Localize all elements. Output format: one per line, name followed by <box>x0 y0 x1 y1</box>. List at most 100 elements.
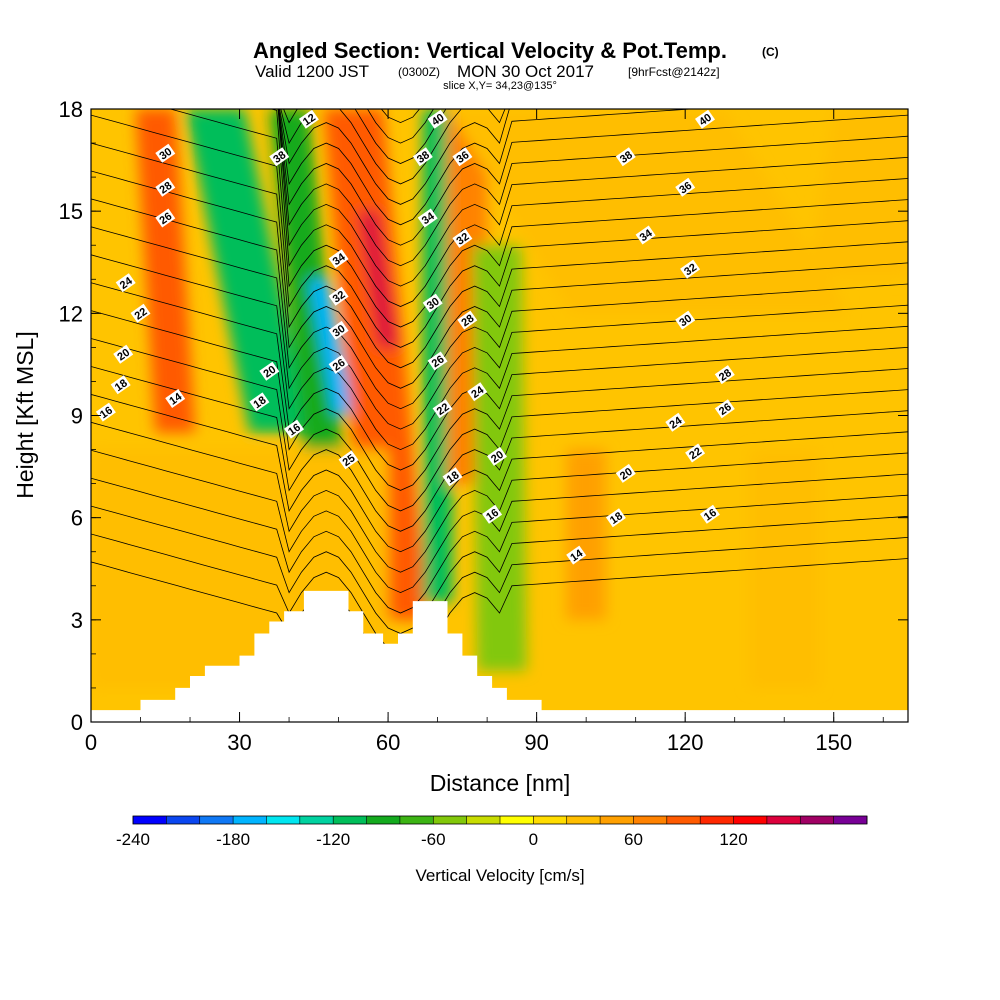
contour-label-bg <box>714 399 735 419</box>
contour-line <box>270 109 908 307</box>
contour-label: 18 <box>442 467 463 487</box>
contour-label-text: 36 <box>455 149 472 166</box>
contour-label: 28 <box>457 310 478 330</box>
valid-date: MON 30 Oct 2017 <box>457 62 594 81</box>
contour-label-bg <box>699 504 720 524</box>
contour-label-text: 26 <box>430 353 447 370</box>
contour-line <box>277 109 908 267</box>
contour-line <box>91 366 908 532</box>
colorbar-swatch <box>433 816 467 824</box>
colorbar-swatch <box>733 816 768 824</box>
contour-label-bg <box>685 443 706 463</box>
contour-label: 40 <box>695 109 715 129</box>
colorbar-tick-label: -240 <box>116 830 150 849</box>
valid-fcst: [9hrFcst@2142z] <box>628 65 720 79</box>
contour-label-bg <box>615 463 636 483</box>
contour-label-bg <box>482 504 503 524</box>
colorbar-swatch <box>266 816 301 824</box>
slice-info: slice X,Y= 34,23@135° <box>443 80 557 92</box>
contour-label: 32 <box>328 286 349 306</box>
contour-label-text: 20 <box>115 347 132 364</box>
contour-label-bg <box>487 446 507 466</box>
contour-label-bg <box>155 208 176 228</box>
contour-label-text: 30 <box>157 146 174 163</box>
contour-label-text: 28 <box>157 180 174 197</box>
colorbar-swatch <box>166 816 201 824</box>
contour-label-bg <box>714 365 735 385</box>
colorbar-tick-label: 60 <box>624 830 643 849</box>
contour-label-text: 30 <box>331 323 348 340</box>
velocity-plume-13 <box>808 109 908 280</box>
contour-label: 20 <box>487 446 507 466</box>
colorbar-tick-label: 0 <box>529 830 538 849</box>
contour-label-bg <box>432 399 453 419</box>
contour-label: 20 <box>259 361 280 381</box>
contour-label-bg <box>328 249 349 269</box>
colorbar-tick-label: -60 <box>421 830 446 849</box>
y-tick-label: 12 <box>59 301 83 326</box>
contour-label-bg <box>452 147 473 167</box>
contour-label-bg <box>412 147 433 167</box>
contour-label: 20 <box>615 463 636 483</box>
contour-line <box>91 394 908 553</box>
contour-label-bg <box>113 344 134 364</box>
contour-label-text: 26 <box>717 401 734 418</box>
contour-label-text: 30 <box>425 295 442 312</box>
colorbar-label: Vertical Velocity [cm/s] <box>415 866 584 885</box>
contour-line <box>91 282 908 471</box>
velocity-plume-4 <box>323 109 428 620</box>
contour-line <box>91 310 908 491</box>
colorbar-tick-label: -180 <box>216 830 250 849</box>
contour-label-bg <box>155 177 176 197</box>
contour-label-bg <box>680 259 701 279</box>
contour-label-text: 22 <box>133 306 150 323</box>
contour-line <box>91 142 908 369</box>
y-tick-label: 0 <box>71 710 83 735</box>
contour-label-bg <box>467 382 488 402</box>
contour-label: 36 <box>452 147 473 167</box>
contour-line <box>91 114 908 348</box>
contour-label-bg <box>130 303 151 323</box>
contour-label-text: 32 <box>331 289 348 306</box>
contour-label: 30 <box>675 310 696 330</box>
x-axis: 0 30 60 90 120 150 <box>85 109 884 755</box>
contour-line <box>278 109 908 246</box>
contour-label: 38 <box>412 147 433 167</box>
colorbar-swatch <box>833 816 868 824</box>
contour-label-text: 32 <box>455 231 472 248</box>
velocity-plume-10 <box>447 109 849 314</box>
contour-label-bg <box>155 143 176 163</box>
contour-label-bg <box>115 273 136 293</box>
colorbar-swatch <box>500 816 534 824</box>
chart-title: Angled Section: Vertical Velocity & Pot.… <box>253 38 727 63</box>
x-tick-label: 120 <box>667 730 704 755</box>
velocity-plume-1 <box>185 109 309 433</box>
x-tick-label: 150 <box>815 730 852 755</box>
contour-label: 12 <box>298 109 319 129</box>
velocity-plume-0 <box>135 109 195 433</box>
contour-label-text: 20 <box>489 449 506 466</box>
contour-label-bg <box>635 225 656 245</box>
contour-label-text: 12 <box>301 112 318 129</box>
contour-label: 20 <box>113 344 134 364</box>
contour-label: 28 <box>714 365 735 385</box>
contour-label-text: 18 <box>252 394 269 411</box>
contour-label: 26 <box>328 354 349 374</box>
contour-label-bg <box>298 109 319 129</box>
colorbar: -240 -180 -120 -60 0 60 120 <box>116 815 868 849</box>
contour-label-bg <box>328 320 349 340</box>
colorbar-tick-label: -120 <box>316 830 350 849</box>
contour-label-text: 20 <box>261 364 278 381</box>
contour-label-text: 38 <box>618 149 635 166</box>
contour-label-bg <box>249 392 270 412</box>
contour-line <box>277 109 908 287</box>
colorbar-swatch <box>533 816 568 824</box>
contour-label: 18 <box>249 392 270 412</box>
x-tick-label: 60 <box>376 730 400 755</box>
contour-label: 40 <box>427 109 448 129</box>
y-tick-label: 6 <box>71 506 83 531</box>
contour-label-text: 25 <box>341 452 358 469</box>
contour-label: 38 <box>615 147 636 167</box>
